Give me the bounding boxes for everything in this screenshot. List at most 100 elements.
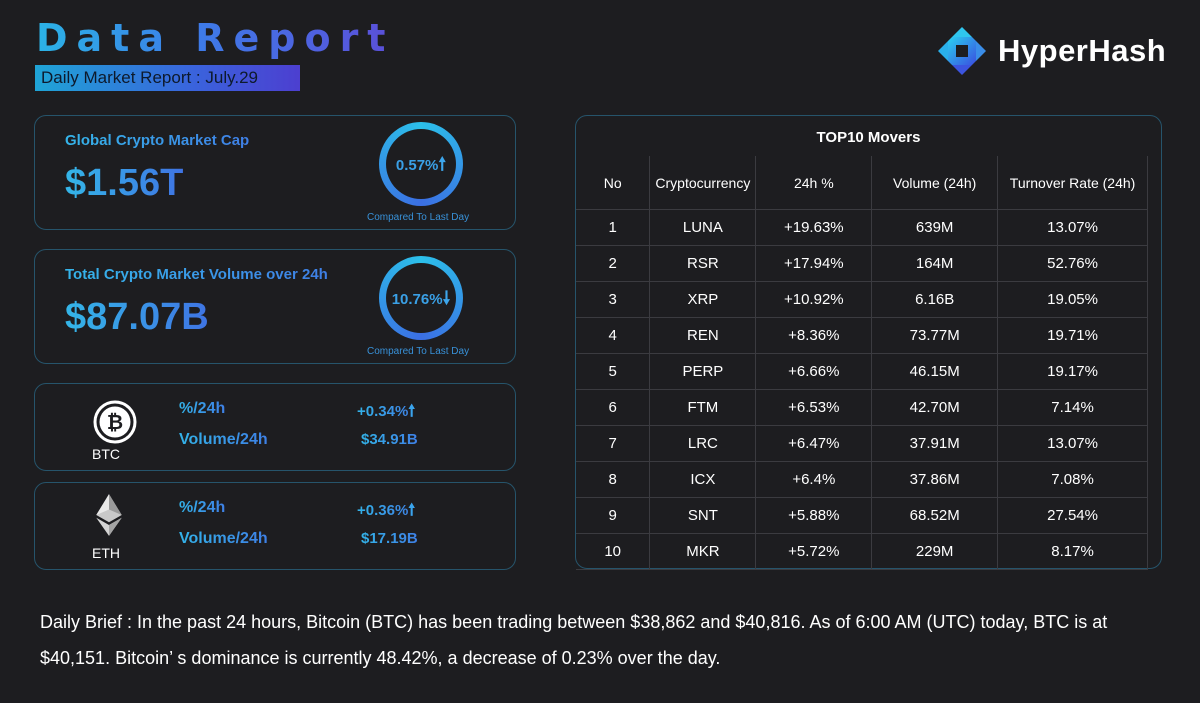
table-cell: 229M [871,533,999,570]
top10-movers-panel: TOP10 Movers No Cryptocurrency 24h % Vol… [575,115,1162,570]
market-volume-change: 10.76%🠗 [379,286,463,316]
report-title: Data Report [36,16,395,60]
arrow-down-icon: 🠗 [442,288,451,308]
column-header: Turnover Rate (24h) [997,156,1148,210]
table-cell: 46.15M [871,353,999,390]
market-cap-change-ring: 0.57%🠕 [379,122,463,206]
table-cell: 13.07% [997,425,1148,462]
table-row: 3 XRP +10.92% 6.16B 19.05% [576,281,1148,318]
table-cell: 7 [576,425,651,462]
table-cell: 8 [576,461,651,498]
table-cell: 7.08% [997,461,1148,498]
table-cell: FTM [649,389,757,426]
eth-pct-number: +0.36% [357,502,409,519]
arrow-up-icon: 🠕 [438,154,447,174]
table-row: 7 LRC +6.47% 37.91M 13.07% [576,425,1148,462]
table-cell: +6.66% [755,353,873,390]
svg-text:₿: ₿ [107,410,123,434]
table-cell: 68.52M [871,497,999,534]
table-cell: RSR [649,245,757,282]
table-row: 2 RSR +17.94% 164M 52.76% [576,245,1148,282]
table-cell: 9 [576,497,651,534]
table-header-row: No Cryptocurrency 24h % Volume (24h) Tur… [576,156,1148,210]
market-volume-change-value: 10.76% [391,291,443,308]
market-cap-card: Global Crypto Market Cap $1.56T 0.57%🠕 C… [34,115,516,230]
table-cell: 19.71% [997,317,1148,354]
table-row: 10 MKR +5.72% 229M 8.17% [576,533,1148,570]
market-cap-change: 0.57%🠕 [379,152,463,182]
table-cell: ICX [649,461,757,498]
table-row: 9 SNT +5.88% 68.52M 27.54% [576,497,1148,534]
hyperhash-logo-icon [938,27,986,75]
eth-volume-value: $17.19B [361,530,418,547]
btc-pct-label: %/24h [179,400,226,417]
market-volume-card: Total Crypto Market Volume over 24h $87.… [34,249,516,364]
table-cell: 13.07% [997,209,1148,246]
table-cell: 6 [576,389,651,426]
table-cell: 1 [576,209,651,246]
table-cell: 8.17% [997,533,1148,570]
table-cell: 639M [871,209,999,246]
table-cell: 37.86M [871,461,999,498]
report-subtitle: Daily Market Report : July.29 [41,68,258,87]
market-cap-caption: Compared To Last Day [367,212,470,223]
daily-brief: Daily Brief : In the past 24 hours, Bitc… [40,612,1108,668]
table-cell: +10.92% [755,281,873,318]
table-cell: REN [649,317,757,354]
table-cell: +6.4% [755,461,873,498]
table-cell: 10 [576,533,651,570]
btc-card: ₿ BTC %/24h +0.34%🠕 Volume/24h $34.91B [34,383,516,471]
report-subtitle-bar: Daily Market Report : July.29 [35,65,300,91]
bitcoin-icon: ₿ [93,400,137,444]
table-cell: 164M [871,245,999,282]
table-cell: 19.17% [997,353,1148,390]
brand-name: HyperHash [998,33,1167,68]
table-cell: MKR [649,533,757,570]
table-cell: LUNA [649,209,757,246]
table-cell: 19.05% [997,281,1148,318]
table-row: 5 PERP +6.66% 46.15M 19.17% [576,353,1148,390]
btc-symbol: BTC [92,446,120,462]
eth-card: ETH %/24h +0.36%🠕 Volume/24h $17.19B [34,482,516,570]
column-header: 24h % [755,156,873,210]
market-volume-caption: Compared To Last Day [367,346,470,357]
arrow-up-icon: 🠕 [408,403,416,420]
table-cell: 42.70M [871,389,999,426]
table-cell: 3 [576,281,651,318]
eth-pct-value: +0.36%🠕 [357,499,415,526]
table-cell: 4 [576,317,651,354]
table-cell: +6.47% [755,425,873,462]
market-volume-value: $87.07B [65,296,209,338]
table-cell: 52.76% [997,245,1148,282]
market-volume-change-ring: 10.76%🠗 [379,256,463,340]
table-cell: 6.16B [871,281,999,318]
table-cell: 5 [576,353,651,390]
arrow-up-icon: 🠕 [408,502,416,519]
table-cell: +17.94% [755,245,873,282]
table-cell: 2 [576,245,651,282]
table-cell: LRC [649,425,757,462]
btc-pct-value: +0.34%🠕 [357,400,415,427]
table-row: 8 ICX +6.4% 37.86M 7.08% [576,461,1148,498]
table-cell: XRP [649,281,757,318]
table-cell: 7.14% [997,389,1148,426]
market-cap-label: Global Crypto Market Cap [65,132,250,149]
table-row: 1 LUNA +19.63% 639M 13.07% [576,209,1148,246]
table-cell: 27.54% [997,497,1148,534]
btc-pct-number: +0.34% [357,403,409,420]
movers-title: TOP10 Movers [816,129,921,146]
column-header: Cryptocurrency [649,156,757,210]
market-volume-label: Total Crypto Market Volume over 24h [65,266,328,283]
table-cell: +6.53% [755,389,873,426]
eth-pct-label: %/24h [179,499,226,516]
table-row: 6 FTM +6.53% 42.70M 7.14% [576,389,1148,426]
table-cell: PERP [649,353,757,390]
table-cell: +5.72% [755,533,873,570]
btc-volume-value: $34.91B [361,431,418,448]
market-cap-value: $1.56T [65,162,184,204]
table-cell: SNT [649,497,757,534]
btc-volume-label: Volume/24h [179,431,268,448]
ethereum-icon [96,494,122,536]
table-cell: +19.63% [755,209,873,246]
column-header: Volume (24h) [871,156,999,210]
